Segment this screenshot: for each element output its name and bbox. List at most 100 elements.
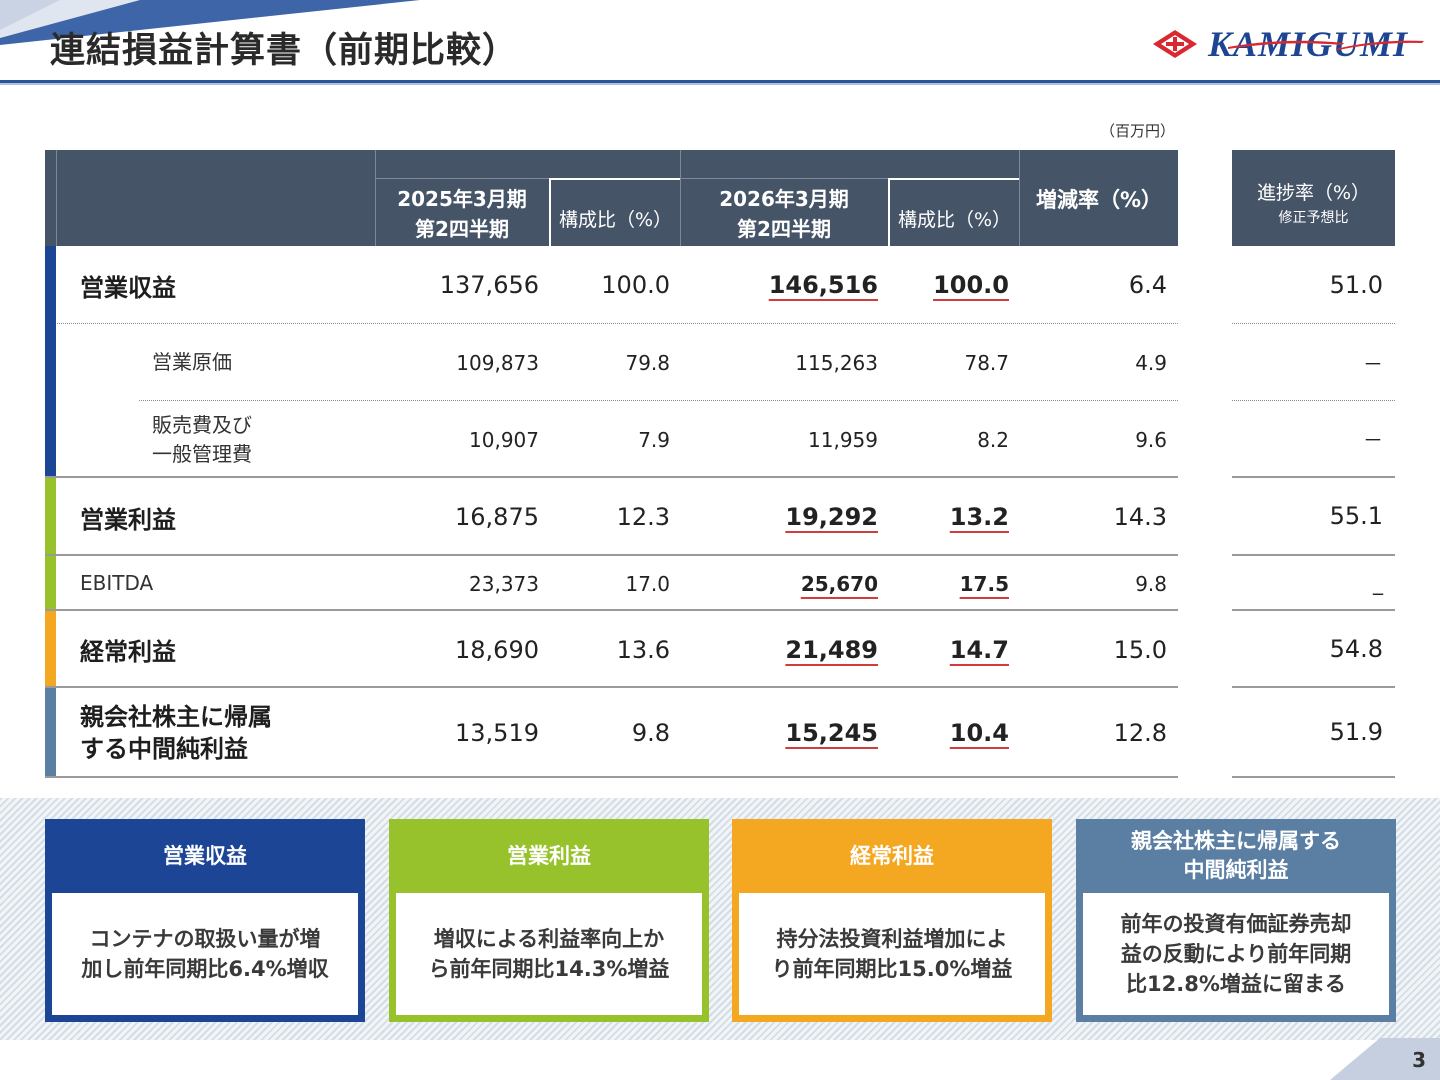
kamigumi-diamond-icon (1152, 30, 1197, 58)
row-label: EBITDA (80, 571, 154, 595)
cell-prev: 16,875 (455, 503, 539, 531)
cell-curr-ratio: 8.2 (977, 427, 1009, 452)
table-header: 2025年3月期 第2四半期 構成比（%） 2026年3月期 第2四半期 構成比… (45, 150, 1178, 246)
cell-curr-ratio: 78.7 (964, 350, 1009, 375)
cell-change: 4.9 (1135, 350, 1167, 375)
col-change-rate: 増減率（%） (1035, 188, 1163, 212)
cell-curr-value: 19,292 (785, 503, 878, 531)
card-body-line2: 益の反動により前年同期 (1120, 942, 1352, 966)
cell-curr-ratio-value: 17.5 (959, 571, 1009, 596)
cell-curr-ratio: 14.7 (890, 611, 1009, 688)
cell-curr: 19,292 (680, 478, 878, 556)
cell-curr-value: 21,489 (785, 635, 878, 664)
row-label: 販売費及び 一般管理費 (152, 401, 252, 478)
unit-label: （百万円） (1100, 122, 1176, 140)
table-row-operating-revenue: 営業収益 137,656 100.0 146,516 100.0 6.4 (45, 246, 1178, 324)
col-curr-period-line1: 2026年3月期 (719, 187, 849, 211)
row-label: 営業原価 (152, 350, 232, 374)
row-color-bar (45, 556, 56, 609)
cell-progress: 55.1 (1232, 478, 1395, 556)
card-body-line2: ら前年同期比14.3%増益 (428, 957, 670, 981)
row-color-bar (45, 688, 56, 776)
cell-curr-value: 25,670 (800, 571, 878, 596)
cell-curr: 146,516 (680, 246, 878, 324)
card-body: 持分法投資利益増加によ り前年同期比15.0%増益 (739, 893, 1045, 1015)
table-row-ebitda: EBITDA 23,373 17.0 25,670 17.5 9.8 (45, 556, 1178, 611)
col-curr-ratio: 構成比（%） (897, 208, 1012, 231)
summary-card-ordinary-income: 経常利益 持分法投資利益増加によ り前年同期比15.0%増益 (732, 819, 1052, 1022)
divider (549, 178, 680, 180)
divider (1019, 150, 1020, 246)
card-body-line1: コンテナの取扱い量が増 (89, 927, 321, 951)
card-body-line3: 比12.8%増益に留まる (1126, 972, 1346, 996)
corner-decoration (0, 0, 420, 45)
card-body-line2: り前年同期比15.0%増益 (771, 957, 1013, 981)
row-label: 親会社株主に帰属 する中間純利益 (80, 688, 272, 778)
card-title-line1: 親会社株主に帰属する (1131, 829, 1341, 853)
cell-prev: 10,907 (469, 427, 539, 452)
card-body: コンテナの取扱い量が増 加し前年同期比6.4%増収 (52, 893, 358, 1015)
cell-change: 12.8 (1113, 719, 1167, 747)
cell-curr-ratio-value: 13.2 (949, 503, 1009, 531)
summary-card-operating-income: 営業利益 増収による利益率向上か ら前年同期比14.3%増益 (389, 819, 709, 1022)
cell-progress: 51.0 (1232, 246, 1395, 324)
cell-curr-value: 146,516 (768, 271, 878, 299)
cell-curr: 15,245 (680, 688, 878, 778)
cell-prev-ratio: 12.3 (616, 503, 670, 531)
table-row-ordinary-income: 経常利益 18,690 13.6 21,489 14.7 15.0 (45, 611, 1178, 688)
cell-prev: 18,690 (455, 635, 539, 664)
row-color-bar (45, 324, 56, 401)
page-corner-decoration (1330, 1038, 1440, 1080)
cell-curr-value: 15,245 (785, 719, 878, 747)
cell-progress: _ (1232, 556, 1395, 611)
table-row-cost-of-sales: 営業原価 109,873 79.8 115,263 78.7 4.9 (45, 324, 1178, 401)
divider (888, 178, 1019, 180)
row-color-bar (45, 478, 56, 554)
cell-curr: 11,959 (808, 427, 878, 452)
cell-curr-ratio-value: 14.7 (949, 635, 1009, 664)
col-progress-title: 進捗率（%） (1256, 182, 1371, 204)
cell-change: 6.4 (1128, 271, 1167, 299)
logo-wordmark: KAMIGUMI (1208, 23, 1424, 65)
card-body-line1: 前年の投資有価証券売却 (1120, 912, 1352, 936)
cell-change: 14.3 (1113, 503, 1167, 531)
row-label: 経常利益 (80, 638, 176, 666)
card-title-line2: 中間純利益 (1183, 858, 1289, 882)
cell-prev: 109,873 (456, 350, 539, 375)
card-body-line1: 持分法投資利益増加によ (776, 927, 1008, 951)
col-progress-rate: 進捗率（%） 修正予想比 (1232, 150, 1395, 246)
row-color-bar (45, 611, 56, 686)
col-curr-period: 2026年3月期 第2四半期 (680, 182, 888, 246)
cell-change: 9.8 (1135, 571, 1167, 596)
table-row-sga: 販売費及び 一般管理費 10,907 7.9 11,959 8.2 9.6 (45, 401, 1178, 478)
summary-card-operating-revenue: 営業収益 コンテナの取扱い量が増 加し前年同期比6.4%増収 (45, 819, 365, 1022)
divider (375, 178, 1019, 179)
col-prev-ratio: 構成比（%） (558, 208, 673, 231)
cell-curr-ratio: 13.2 (890, 478, 1009, 556)
divider (375, 150, 376, 246)
col-prev-period: 2025年3月期 第2四半期 (375, 182, 549, 246)
cell-prev: 137,656 (439, 271, 539, 299)
cell-curr-ratio-value: 10.4 (949, 719, 1009, 747)
col-curr-period-line2: 第2四半期 (737, 217, 831, 241)
row-divider (139, 400, 1178, 401)
divider (680, 150, 681, 246)
cell-curr: 115,263 (795, 350, 878, 375)
row-label-line2: する中間純利益 (80, 735, 248, 763)
cell-progress: 54.8 (1232, 611, 1395, 688)
row-color-bar (45, 401, 56, 476)
cell-curr: 21,489 (680, 611, 878, 688)
cell-prev-ratio: 100.0 (601, 271, 670, 299)
col-prev-period-line2: 第2四半期 (415, 217, 509, 241)
divider (56, 150, 57, 246)
cell-prev-ratio: 17.0 (625, 571, 670, 596)
card-body-line1: 増収による利益率向上か (433, 927, 665, 951)
cell-curr-ratio: 17.5 (890, 556, 1009, 611)
cell-curr-ratio: 10.4 (890, 688, 1009, 778)
cell-progress: － (1232, 324, 1395, 401)
cell-prev-ratio: 7.9 (638, 427, 670, 452)
cell-prev-ratio: 79.8 (625, 350, 670, 375)
col-prev-period-line1: 2025年3月期 (397, 187, 527, 211)
row-label-line1: 販売費及び (152, 412, 252, 437)
card-body: 増収による利益率向上か ら前年同期比14.3%増益 (396, 893, 702, 1015)
